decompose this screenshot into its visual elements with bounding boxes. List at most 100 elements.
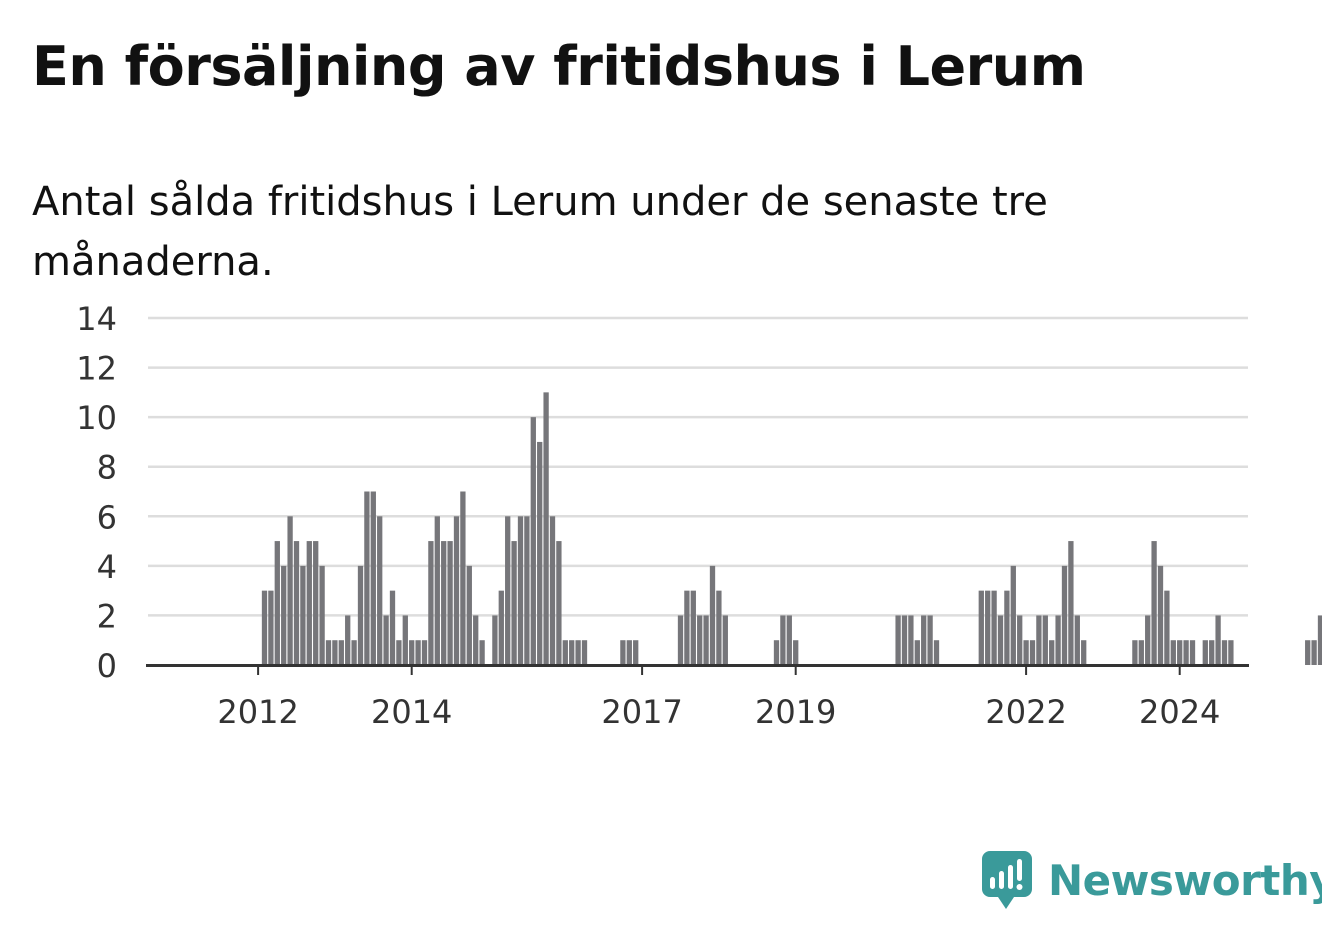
bar	[1042, 615, 1048, 665]
bar	[524, 516, 530, 665]
bar	[357, 565, 364, 665]
bar	[421, 640, 428, 665]
bar	[901, 615, 908, 665]
x-tick-label: 2024	[1139, 693, 1220, 731]
y-tick-label: 10	[76, 399, 117, 437]
bar	[1061, 565, 1068, 665]
bar	[383, 615, 389, 665]
bar	[466, 565, 472, 665]
bar	[1145, 615, 1151, 665]
bar	[1138, 640, 1144, 665]
bar	[364, 491, 370, 665]
bar	[1305, 640, 1311, 665]
bar	[569, 640, 575, 665]
bar	[473, 615, 479, 665]
bar	[1311, 640, 1317, 665]
bar	[268, 590, 274, 665]
bar	[556, 541, 562, 665]
bar	[1317, 615, 1322, 665]
bar	[1081, 640, 1087, 665]
bar	[1132, 640, 1138, 665]
chart-title: En försäljning av fritidshus i Lerum	[32, 35, 1086, 98]
bar	[505, 516, 511, 665]
bar	[479, 640, 485, 665]
bars	[146, 392, 1322, 667]
x-tick-label: 2014	[371, 693, 452, 731]
bar	[677, 615, 684, 665]
bar	[927, 615, 933, 665]
bar	[1170, 640, 1176, 665]
bar	[933, 640, 940, 665]
bar	[325, 640, 332, 665]
bar	[281, 565, 287, 665]
bar	[997, 615, 1004, 665]
y-tick-label: 8	[97, 449, 117, 487]
bar	[581, 640, 588, 665]
gridlines	[148, 316, 1248, 617]
x-tick-label: 2012	[217, 693, 298, 731]
bar	[1068, 541, 1074, 665]
bar	[428, 541, 434, 665]
bar	[1189, 640, 1196, 665]
bar	[1151, 541, 1157, 665]
bar	[562, 640, 568, 665]
bar	[517, 516, 524, 665]
bar	[722, 615, 728, 665]
bar	[313, 541, 319, 665]
bar	[549, 516, 556, 665]
bar	[1157, 565, 1164, 665]
y-axis-ticks: 0 2 4 6 8 10 12 14	[76, 300, 117, 685]
bar	[921, 615, 927, 665]
bar	[716, 590, 722, 665]
bar	[978, 590, 984, 665]
y-tick-label: 12	[76, 350, 117, 388]
bar	[1055, 615, 1061, 665]
bar	[338, 640, 344, 665]
bar	[1074, 615, 1080, 665]
bar	[537, 441, 543, 665]
bar	[447, 541, 453, 665]
bar	[511, 541, 517, 665]
bar	[793, 640, 799, 665]
y-tick-label: 6	[97, 498, 117, 536]
y-tick-label: 0	[97, 647, 117, 685]
bar	[633, 640, 639, 665]
y-tick-label: 4	[97, 548, 117, 586]
bar	[697, 615, 703, 665]
bar	[985, 590, 991, 665]
bar	[460, 491, 466, 665]
bar	[389, 590, 396, 665]
bar	[377, 516, 383, 665]
bar	[1036, 615, 1042, 665]
bar	[351, 640, 357, 665]
bar	[370, 491, 376, 665]
bar	[1209, 640, 1215, 665]
bar	[908, 615, 914, 665]
x-axis-ticks: 2012 2014 2017 2019 2022 2024	[217, 665, 1220, 731]
bar	[287, 516, 293, 665]
x-tick-label: 2017	[601, 693, 682, 731]
bar	[1183, 640, 1189, 665]
bar	[543, 392, 549, 665]
bar	[690, 590, 696, 665]
bar	[895, 615, 901, 665]
bar	[914, 640, 920, 665]
bar	[441, 541, 447, 665]
bar	[345, 615, 351, 665]
bar	[319, 565, 325, 665]
bar	[1177, 640, 1183, 665]
bar	[786, 615, 792, 665]
bar	[492, 615, 498, 665]
bar	[293, 541, 300, 665]
bar	[1215, 615, 1221, 665]
bar	[780, 615, 786, 665]
x-tick-label: 2022	[985, 693, 1066, 731]
bar	[1010, 565, 1016, 665]
bar	[1017, 615, 1023, 665]
bar	[991, 590, 997, 665]
bar	[453, 516, 460, 665]
bar	[1023, 640, 1029, 665]
bar	[620, 640, 626, 665]
bar	[1221, 640, 1228, 665]
bar	[332, 640, 338, 665]
